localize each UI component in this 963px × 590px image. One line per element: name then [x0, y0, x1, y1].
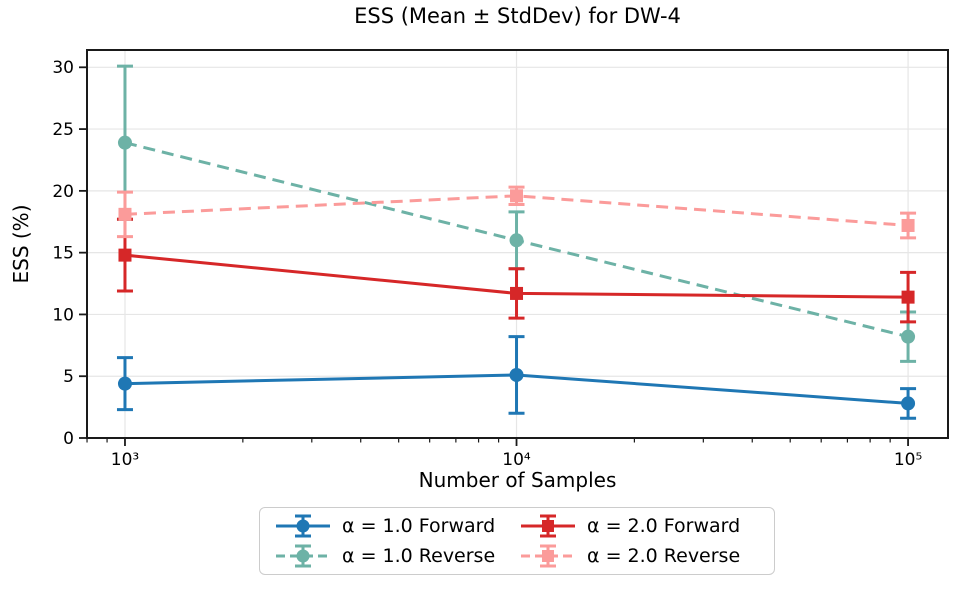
data-point-marker	[118, 207, 132, 221]
data-point-marker	[510, 286, 524, 300]
y-tick-label: 15	[52, 244, 74, 264]
legend-square-errorbar-icon	[521, 514, 575, 538]
legend-item: α = 1.0 Forward	[274, 512, 519, 540]
y-axis-label: ESS (%)	[9, 204, 33, 284]
legend-item: α = 2.0 Reverse	[519, 542, 764, 570]
plot-frame	[86, 49, 949, 439]
data-point-marker	[510, 189, 524, 203]
data-point-marker	[901, 218, 915, 232]
x-tick-label: 10⁴	[502, 450, 531, 470]
y-tick-label: 25	[52, 120, 74, 140]
data-point-marker	[118, 248, 132, 262]
y-tick-label: 30	[52, 58, 74, 78]
legend-label: α = 2.0 Forward	[587, 515, 741, 537]
y-tick-label: 5	[63, 367, 74, 387]
chart-title: ESS (Mean ± StdDev) for DW-4	[354, 4, 681, 28]
data-point-marker	[901, 396, 916, 411]
data-point-marker	[117, 135, 132, 150]
data-point-marker	[901, 290, 915, 304]
y-tick-label: 20	[52, 182, 74, 202]
data-point-marker	[901, 329, 916, 344]
legend-label: α = 1.0 Reverse	[342, 545, 496, 567]
legend-circle-errorbar-icon	[276, 544, 330, 568]
y-tick-label: 0	[63, 429, 74, 449]
legend-label: α = 2.0 Reverse	[587, 545, 741, 567]
legend-circle-errorbar-icon	[276, 514, 330, 538]
x-tick-label: 10³	[111, 450, 139, 470]
legend-item: α = 1.0 Reverse	[274, 542, 519, 570]
x-tick-label: 10⁵	[894, 450, 922, 470]
data-point-marker	[117, 376, 132, 391]
legend: α = 1.0 Forward α = 1.0 Reverse α = 2.0 Fo…	[259, 507, 775, 575]
legend-item: α = 2.0 Forward	[519, 512, 764, 540]
legend-label: α = 1.0 Forward	[342, 515, 496, 537]
y-tick-label: 10	[52, 305, 74, 325]
x-axis-label: Number of Samples	[418, 468, 617, 492]
data-point-marker	[509, 367, 524, 382]
legend-square-errorbar-icon	[521, 544, 575, 568]
data-point-marker	[509, 233, 524, 248]
